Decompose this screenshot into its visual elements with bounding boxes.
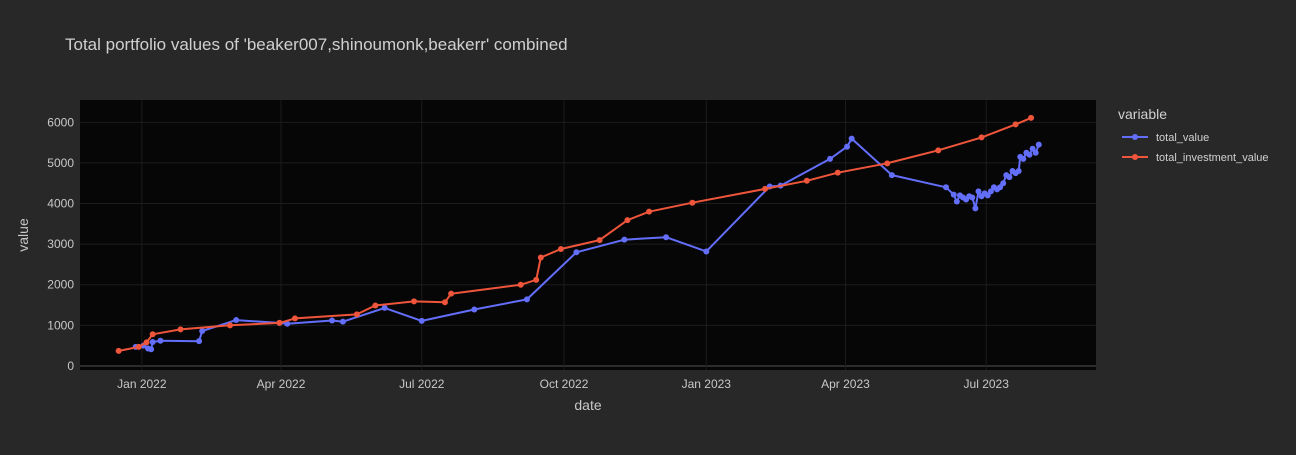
data-point[interactable] — [381, 304, 388, 311]
data-point[interactable] — [950, 191, 957, 198]
series-total_investment_value — [115, 114, 1035, 354]
data-point[interactable] — [1035, 141, 1042, 148]
data-point[interactable] — [975, 188, 982, 195]
data-point[interactable] — [827, 155, 834, 162]
data-point[interactable] — [227, 322, 234, 329]
x-tick-label: Apr 2023 — [821, 377, 870, 391]
data-point[interactable] — [621, 236, 628, 243]
plot-area — [80, 100, 1096, 370]
legend-marker — [1132, 154, 1138, 160]
data-point[interactable] — [997, 184, 1004, 191]
x-tick-label: Oct 2022 — [540, 377, 589, 391]
data-point[interactable] — [339, 318, 346, 325]
data-point[interactable] — [987, 188, 994, 195]
y-tick-label: 6000 — [47, 115, 74, 129]
legend-label: total_value — [1156, 132, 1209, 144]
data-point[interactable] — [148, 346, 155, 353]
data-point[interactable] — [1006, 174, 1013, 181]
data-point[interactable] — [935, 147, 942, 154]
legend-item-total_investment_value[interactable]: total_investment_value — [1122, 152, 1269, 164]
data-point[interactable] — [1012, 121, 1019, 128]
data-point[interactable] — [533, 276, 540, 283]
x-tick-label: Jan 2022 — [117, 377, 167, 391]
legend-marker — [1132, 134, 1138, 140]
data-point[interactable] — [624, 217, 631, 224]
y-tick-label: 2000 — [47, 278, 74, 292]
data-point[interactable] — [537, 254, 544, 261]
data-point[interactable] — [1000, 180, 1007, 187]
data-point[interactable] — [157, 337, 164, 344]
data-point[interactable] — [1032, 149, 1039, 156]
x-tick-label: Jul 2022 — [399, 377, 445, 391]
data-point[interactable] — [884, 160, 891, 167]
data-point[interactable] — [291, 315, 298, 322]
data-point[interactable] — [689, 199, 696, 206]
chart-title: Total portfolio values of 'beaker007,shi… — [65, 35, 568, 54]
data-point[interactable] — [844, 143, 851, 150]
data-point[interactable] — [978, 134, 985, 141]
data-point[interactable] — [196, 338, 203, 345]
y-tick-label: 4000 — [47, 197, 74, 211]
y-tick-label: 0 — [67, 359, 74, 373]
data-point[interactable] — [942, 184, 949, 191]
data-point[interactable] — [888, 172, 895, 179]
x-tick-label: Jan 2023 — [682, 377, 732, 391]
y-tick-label: 1000 — [47, 318, 74, 332]
data-point[interactable] — [115, 347, 122, 354]
data-point[interactable] — [199, 328, 206, 335]
data-point[interactable] — [972, 205, 979, 212]
data-point[interactable] — [557, 246, 564, 253]
data-point[interactable] — [1026, 151, 1033, 158]
data-point[interactable] — [276, 319, 283, 326]
data-point[interactable] — [596, 237, 603, 244]
data-point[interactable] — [953, 198, 960, 205]
data-point[interactable] — [517, 281, 524, 288]
data-point[interactable] — [441, 299, 448, 306]
data-point[interactable] — [1015, 168, 1022, 175]
data-point[interactable] — [448, 290, 455, 297]
data-point[interactable] — [803, 177, 810, 184]
data-point[interactable] — [1020, 155, 1027, 162]
y-tick-label: 3000 — [47, 237, 74, 251]
legend[interactable]: variable total_value total_investment_valu… — [1118, 106, 1269, 164]
axis-layer: 0 1000 2000 3000 4000 5000 6000 Jan 2022 Apr 202… — [47, 115, 1009, 391]
x-tick-label: Apr 2022 — [257, 377, 306, 391]
data-point[interactable] — [233, 317, 240, 324]
data-point[interactable] — [353, 311, 360, 318]
legend-title: variable — [1118, 106, 1167, 122]
data-point[interactable] — [418, 317, 425, 324]
data-point[interactable] — [834, 169, 841, 176]
data-point[interactable] — [663, 234, 670, 241]
data-point[interactable] — [969, 194, 976, 201]
data-point[interactable] — [143, 339, 150, 346]
data-point[interactable] — [646, 208, 653, 215]
data-point[interactable] — [762, 185, 769, 192]
data-point[interactable] — [1028, 114, 1035, 121]
data-point[interactable] — [135, 343, 142, 350]
data-point[interactable] — [284, 320, 291, 327]
legend-item-total_value[interactable]: total_value — [1122, 132, 1209, 144]
data-point[interactable] — [1029, 145, 1036, 152]
data-point[interactable] — [149, 331, 156, 338]
data-point[interactable] — [573, 249, 580, 256]
data-point[interactable] — [372, 302, 379, 309]
legend-label: total_investment_value — [1156, 152, 1269, 164]
data-point[interactable] — [177, 326, 184, 333]
series-layer — [115, 114, 1042, 354]
data-point[interactable] — [411, 298, 418, 305]
data-point[interactable] — [149, 338, 156, 345]
data-point[interactable] — [984, 192, 991, 199]
data-point[interactable] — [703, 248, 710, 255]
y-tick-label: 5000 — [47, 156, 74, 170]
x-tick-label: Jul 2023 — [964, 377, 1010, 391]
x-axis-title: date — [574, 397, 601, 413]
grid-layer — [80, 100, 1096, 370]
data-point[interactable] — [329, 317, 336, 324]
data-point[interactable] — [848, 135, 855, 142]
data-point[interactable] — [471, 306, 478, 313]
y-axis-title: value — [15, 218, 31, 252]
data-point[interactable] — [523, 296, 530, 303]
